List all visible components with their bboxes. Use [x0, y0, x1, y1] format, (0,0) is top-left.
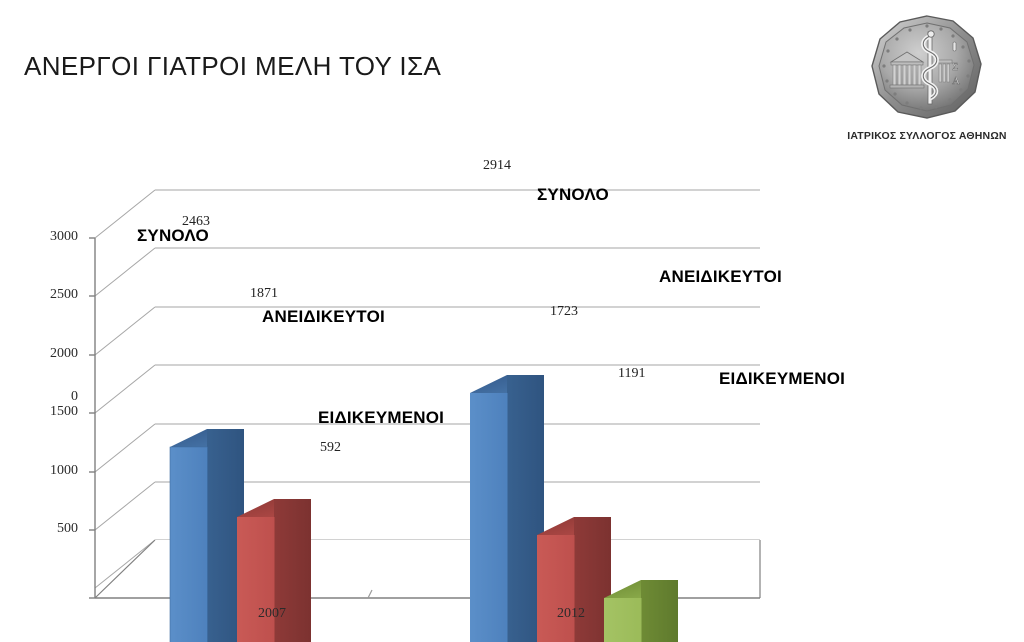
y-tick-label-500: 500: [57, 521, 78, 536]
series-annotation-right-aneidikeytoi: ΑΝΕΙΔΙΚΕΥΤΟΙ: [659, 267, 782, 286]
bar-2007-synolo: [169, 429, 244, 642]
organization-name: ΙΑΤΡΙΚΟΣ ΣΥΛΛΟΓΟΣ ΑΘΗΝΩΝ: [847, 130, 1007, 142]
bar-2012-eidikeymenoi: [604, 580, 678, 642]
series-annotation-left-synolo: ΣΥΝΟΛΟ: [137, 226, 209, 245]
unemployed-doctors-3d-bar-chart: 0 500 1000 1500 2000 2500 3000 2007 2012…: [0, 158, 1024, 642]
bar-2012-aneidikeytoi: [537, 517, 611, 642]
x-tick-label-2007: 2007: [258, 606, 286, 621]
data-label-2007-eidikeymenoi: 592: [320, 440, 341, 455]
data-label-2012-aneidikeytoi: 1723: [550, 304, 578, 319]
y-tick-label-2500: 2500: [50, 287, 78, 302]
series-annotation-left-eidikeymenoi: ΕΙΔΙΚΕΥΜΕΝΟΙ: [318, 408, 445, 427]
y-tick-label-1000: 1000: [50, 463, 78, 478]
page-title: ΑΝΕΡΓΟΙ ΓΙΑΤΡΟΙ ΜΕΛΗ ΤΟΥ ΙΣΑ: [24, 51, 442, 81]
y-tick-label-1500: 1500: [50, 404, 78, 419]
series-annotation-right-synolo: ΣΥΝΟΛΟ: [537, 185, 609, 204]
svg-text:Σ: Σ: [952, 61, 958, 73]
y-tick-label-3000: 3000: [50, 229, 78, 244]
series-annotation-left-aneidikeytoi: ΑΝΕΙΔΙΚΕΥΤΟΙ: [262, 307, 385, 326]
y-tick-label-0: 0: [71, 389, 78, 404]
x-tick-label-2012: 2012: [557, 606, 585, 621]
chart-plot-area: [89, 189, 761, 642]
y-tick-label-2000: 2000: [50, 346, 78, 361]
data-label-2012-synolo: 2914: [483, 158, 511, 173]
data-label-2007-aneidikeytoi: 1871: [250, 286, 278, 301]
y-axis: [89, 237, 96, 599]
series-annotation-right-eidikeymenoi: ΕΙΔΙΚΕΥΜΕΝΟΙ: [719, 369, 846, 388]
asclepius-medallion-icon: Σ Α: [871, 15, 982, 119]
svg-text:Α: Α: [952, 75, 960, 87]
organization-logo: Σ Α ΙΑΤΡΙΚΟΣ ΣΥΛΛΟΓΟΣ ΑΘΗΝΩΝ: [838, 14, 1016, 142]
gridline-group: [155, 189, 760, 541]
bar-2012-synolo: [470, 375, 544, 642]
data-label-2007-synolo: 2463: [182, 214, 210, 229]
bar-2007-aneidikeytoi: [237, 499, 311, 642]
data-label-2012-eidikeymenoi: 1191: [618, 366, 646, 381]
depth-connector-group: [94, 189, 156, 589]
